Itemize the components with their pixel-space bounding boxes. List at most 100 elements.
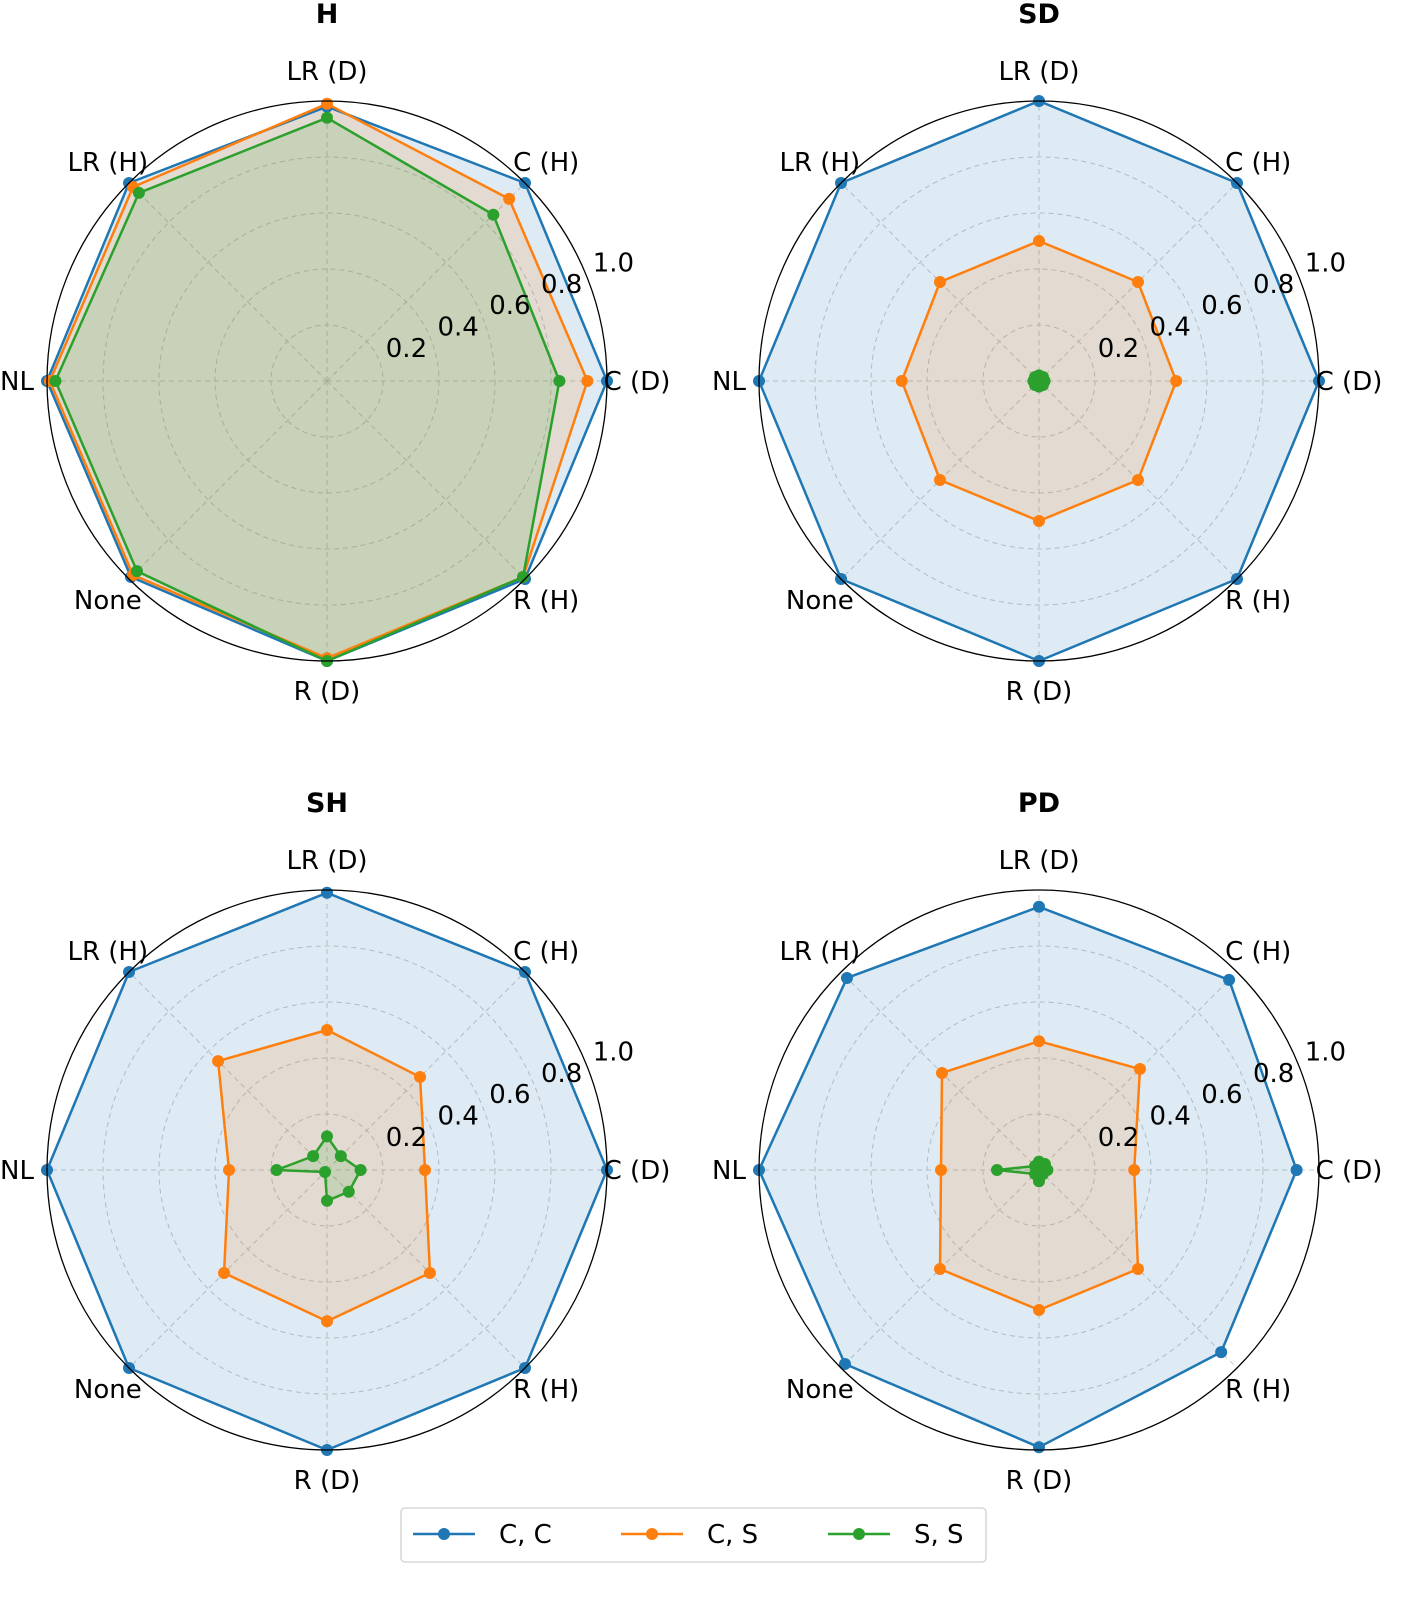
category-label-none: None: [74, 586, 142, 616]
data-point-c-s-r-d: [321, 1315, 333, 1328]
data-point-c-s-r-h: [1131, 1262, 1144, 1275]
category-label-r-h: R (H): [513, 1375, 579, 1405]
data-point-s-s-c-h: [334, 1150, 347, 1163]
data-point-c-s-c-d: [581, 375, 594, 387]
legend-marker-s-s: [853, 1528, 865, 1540]
category-label-lr-h: LR (H): [779, 148, 860, 178]
data-point-c-s-c-h: [1131, 276, 1144, 289]
grid-ring: [158, 1001, 496, 1339]
series-fill-c-c: [47, 106, 607, 662]
radial-tick-label: 1.0: [1305, 248, 1346, 278]
radial-tick-label: 0.6: [489, 1080, 530, 1110]
category-label-r-d: R (D): [294, 1466, 361, 1496]
data-point-s-s-lr-h: [307, 1150, 320, 1163]
series-fill-s-s: [55, 117, 560, 662]
legend-label-c-s: C, S: [707, 1520, 758, 1550]
category-label-none: None: [74, 1375, 142, 1405]
category-label-c-h: C (H): [1225, 937, 1291, 967]
grid-spoke: [840, 380, 1040, 580]
category-label-none: None: [786, 586, 854, 616]
radial-tick-label: 0.6: [1201, 1080, 1242, 1110]
category-label-lr-d: LR (D): [286, 846, 367, 876]
radar-panel-h: 0.2 0.4 0.6 0.8 1.0 C (D) C (H) LR (D) LR (H) NL N…: [0, 0, 670, 707]
grid-spoke: [840, 182, 1040, 382]
legend-marker-c-s: [646, 1528, 658, 1540]
grid-ring: [102, 945, 552, 1395]
grid-ring: [870, 212, 1208, 550]
grid-ring: [814, 945, 1264, 1395]
grid-ring: [870, 1001, 1208, 1339]
data-point-c-s-r-d: [1033, 1304, 1045, 1316]
data-point-c-c-lr-d: [321, 886, 333, 899]
category-label-nl: NL: [712, 1156, 746, 1186]
data-point-s-s-r-d: [321, 1194, 333, 1207]
data-point-c-c-r-h: [1215, 1346, 1228, 1359]
data-point-s-s-none: [319, 1165, 332, 1178]
radar-panel-sh: 0.2 0.4 0.6 0.8 1.0 C (D) C (H) LR (D) LR (H) NL N…: [0, 788, 670, 1496]
category-label-r-d: R (D): [1006, 677, 1073, 707]
radial-tick-label: 1.0: [593, 248, 634, 278]
data-point-s-s-r-h: [342, 1185, 355, 1198]
legend-label-c-c: C, C: [499, 1520, 552, 1550]
radial-tick-label: 0.4: [438, 313, 479, 343]
radial-tick-label: 0.8: [1253, 270, 1294, 300]
data-point-s-s-lr-d: [321, 1130, 333, 1143]
category-label-c-d: C (D): [1316, 367, 1383, 397]
data-point-c-s-none: [934, 1262, 947, 1275]
grid-ring: [158, 212, 496, 550]
category-label-r-d: R (D): [294, 677, 361, 707]
radial-tick-label: 0.2: [386, 334, 427, 364]
grid-spoke: [326, 182, 526, 382]
data-point-s-s-lr-d: [321, 111, 333, 124]
data-point-c-s-c-d: [1128, 1164, 1141, 1176]
legend-frame: [400, 1507, 987, 1563]
radial-tick-label: 0.4: [1150, 1102, 1191, 1132]
outer-frame: [758, 100, 1320, 662]
radial-tick-label: 1.0: [1305, 1037, 1346, 1067]
radar-panel-pd: 0.2 0.4 0.6 0.8 1.0 C (D) C (H) LR (D) LR (H) NL N…: [712, 788, 1382, 1496]
radial-tick-label: 0.2: [386, 1123, 427, 1153]
data-point-c-s-none: [934, 473, 947, 486]
data-point-c-s-nl: [223, 1164, 235, 1176]
category-label-lr-h: LR (H): [779, 937, 860, 967]
category-label-lr-d: LR (D): [998, 846, 1079, 876]
category-label-c-d: C (D): [1316, 1156, 1383, 1186]
data-point-s-s-r-h: [1036, 378, 1049, 391]
grid-ring: [102, 156, 552, 606]
data-point-s-s-none: [130, 565, 143, 578]
outer-frame: [46, 889, 608, 1451]
category-label-r-h: R (H): [1225, 586, 1291, 616]
category-label-nl: NL: [0, 1156, 34, 1186]
radial-tick-label: 0.6: [489, 291, 530, 321]
data-point-c-c-lr-h: [840, 971, 853, 984]
radial-tick-label: 0.8: [541, 270, 582, 300]
data-point-c-s-lr-d: [1033, 1035, 1045, 1048]
radial-tick-label: 0.8: [1253, 1059, 1294, 1089]
data-point-c-c-c-h: [1223, 973, 1236, 986]
data-point-s-s-nl: [991, 1164, 1003, 1176]
grid-spoke: [840, 971, 1040, 1171]
outer-frame: [758, 889, 1320, 1451]
data-point-c-s-nl: [935, 1164, 947, 1176]
data-point-s-s-nl: [49, 375, 62, 387]
data-point-s-s-lr-h: [132, 186, 145, 199]
data-point-c-s-c-h: [414, 1070, 427, 1083]
data-point-c-s-lr-d: [321, 1024, 333, 1036]
category-label-lr-d: LR (D): [286, 57, 367, 87]
category-label-c-d: C (D): [604, 1156, 671, 1186]
data-point-s-s-c-d: [354, 1164, 367, 1176]
data-point-c-s-lr-h: [934, 276, 947, 289]
radial-tick-label: 0.4: [438, 1102, 479, 1132]
category-label-c-h: C (H): [1225, 148, 1291, 178]
category-label-c-h: C (H): [513, 148, 579, 178]
legend-label-s-s: S, S: [914, 1520, 964, 1550]
data-point-c-c-none: [838, 1358, 851, 1371]
data-point-c-s-r-h: [423, 1266, 436, 1279]
data-point-s-s-c-d: [553, 375, 566, 387]
radial-tick-label: 0.8: [541, 1059, 582, 1089]
grid-spoke: [128, 182, 328, 382]
series-fill-c-s: [49, 103, 588, 659]
legend: C, C C, S S, S: [400, 1507, 987, 1563]
data-point-s-s-r-h: [517, 571, 530, 584]
